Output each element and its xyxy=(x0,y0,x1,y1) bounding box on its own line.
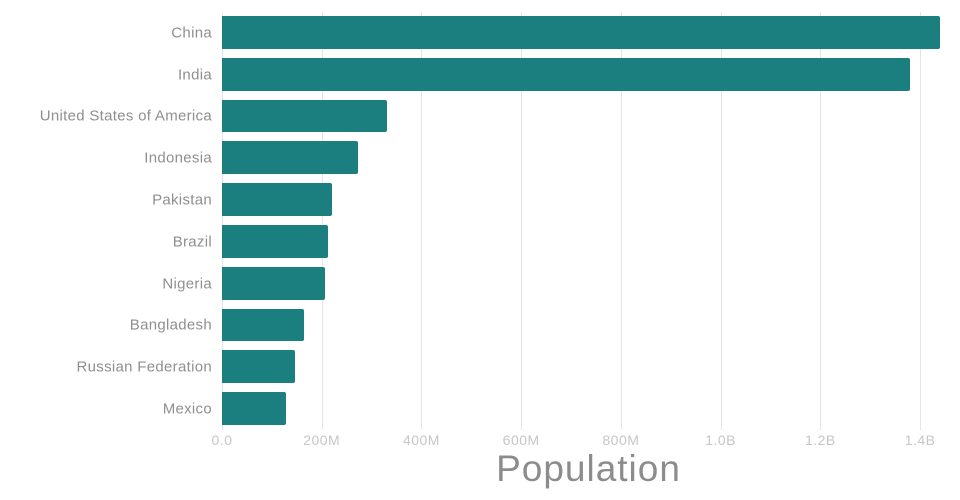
category-label: United States of America xyxy=(39,107,212,125)
plot-area: China India United States of America Indone… xyxy=(40,12,955,430)
bar[interactable] xyxy=(222,392,287,425)
chart-row: Pakistan xyxy=(152,179,955,221)
x-axis: 0.0 200M 400M 600M 800M 1.0B 1.2B 1.4B xyxy=(212,432,955,452)
x-tick-label: 200M xyxy=(303,432,341,448)
bar[interactable] xyxy=(222,99,388,133)
bar[interactable] xyxy=(222,183,332,216)
bar[interactable] xyxy=(222,141,359,175)
gridline xyxy=(421,12,423,430)
bar[interactable] xyxy=(222,266,325,300)
category-label: India xyxy=(177,66,212,84)
bar[interactable] xyxy=(222,308,305,342)
chart-row: Bangladesh xyxy=(130,305,955,347)
gridline xyxy=(521,12,523,430)
gridline xyxy=(620,12,622,430)
bar[interactable] xyxy=(222,350,295,384)
x-tick-label: 600M xyxy=(502,432,540,448)
x-tick-label: 1.0B xyxy=(705,432,737,448)
chart-title: Population xyxy=(496,448,681,489)
x-tick-label: 400M xyxy=(402,432,440,448)
chart-row: Brazil xyxy=(173,221,955,263)
chart-row: Mexico xyxy=(163,388,955,430)
category-label: Russian Federation xyxy=(76,358,212,376)
gridline xyxy=(720,12,722,430)
gridline xyxy=(820,12,822,430)
chart-row: Russian Federation xyxy=(77,346,955,388)
gridline xyxy=(321,12,323,430)
category-label: Bangladesh xyxy=(129,316,212,334)
bar[interactable] xyxy=(222,57,911,91)
chart-row: India xyxy=(178,54,955,96)
chart-row: Indonesia xyxy=(144,137,955,179)
chart-row: China xyxy=(171,12,955,54)
category-label: Brazil xyxy=(172,233,212,251)
x-tick-label: 1.4B xyxy=(904,432,936,448)
x-tick-label: 800M xyxy=(602,432,640,448)
gridline xyxy=(222,12,223,430)
chart-row: United States of America xyxy=(40,96,955,138)
category-label: Pakistan xyxy=(152,191,212,209)
bar[interactable] xyxy=(222,16,941,49)
x-tick-label: 1.2B xyxy=(804,432,836,448)
bar-rows: China India United States of America Indone… xyxy=(40,12,955,430)
gridline xyxy=(920,12,922,430)
x-tick-label: 0.0 xyxy=(211,432,233,448)
category-label: Indonesia xyxy=(144,149,212,167)
category-label: China xyxy=(171,24,212,42)
chart-row: Nigeria xyxy=(162,263,955,305)
category-label: Nigeria xyxy=(162,275,212,293)
bar[interactable] xyxy=(222,224,328,258)
category-label: Mexico xyxy=(162,400,212,418)
